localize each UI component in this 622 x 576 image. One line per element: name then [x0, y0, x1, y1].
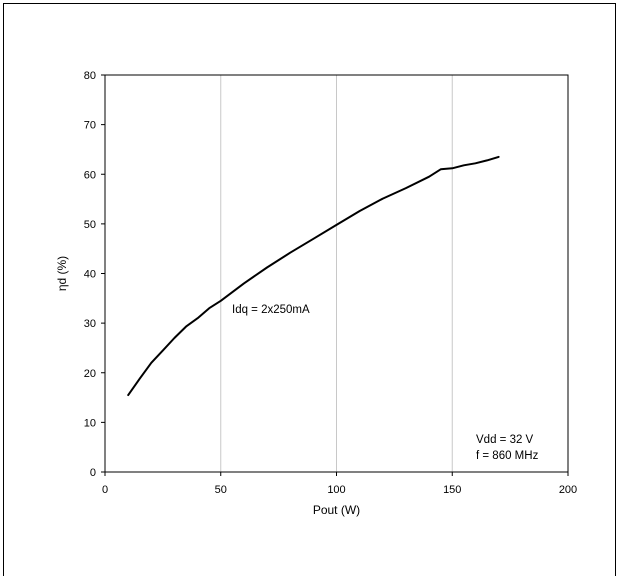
x-tick-label: 0: [102, 484, 108, 496]
frequency-annotation: f = 860 MHz: [476, 450, 539, 462]
series-line-0: [127, 155, 500, 397]
idq-annotation: Idq = 2x250mA: [232, 304, 310, 316]
y-tick-label: 20: [84, 368, 96, 380]
x-axis-title: Pout (W): [313, 503, 360, 517]
x-tick-label: 200: [559, 484, 577, 496]
tick-labels: 0 50 100 150 200 0 10 20 30 40 50 60 70 80: [84, 70, 577, 496]
y-tick-label: 50: [84, 219, 96, 231]
x-tick-label: 50: [215, 484, 227, 496]
y-tick-label: 10: [84, 417, 96, 429]
y-tick-label: 70: [84, 120, 96, 132]
y-axis-title: ηd (%): [55, 256, 69, 291]
y-tick-label: 80: [84, 70, 96, 82]
y-tick-label: 40: [84, 269, 96, 281]
y-tick-label: 60: [84, 169, 96, 181]
figure-frame: [3, 3, 616, 576]
y-tick-label: 0: [90, 467, 96, 479]
x-tick-label: 150: [443, 484, 461, 496]
vdd-annotation: Vdd = 32 V: [476, 434, 534, 446]
x-tick-label: 100: [327, 484, 345, 496]
series-layer: [127, 155, 500, 397]
y-tick-label: 30: [84, 318, 96, 330]
grid-lines: [220, 75, 453, 472]
